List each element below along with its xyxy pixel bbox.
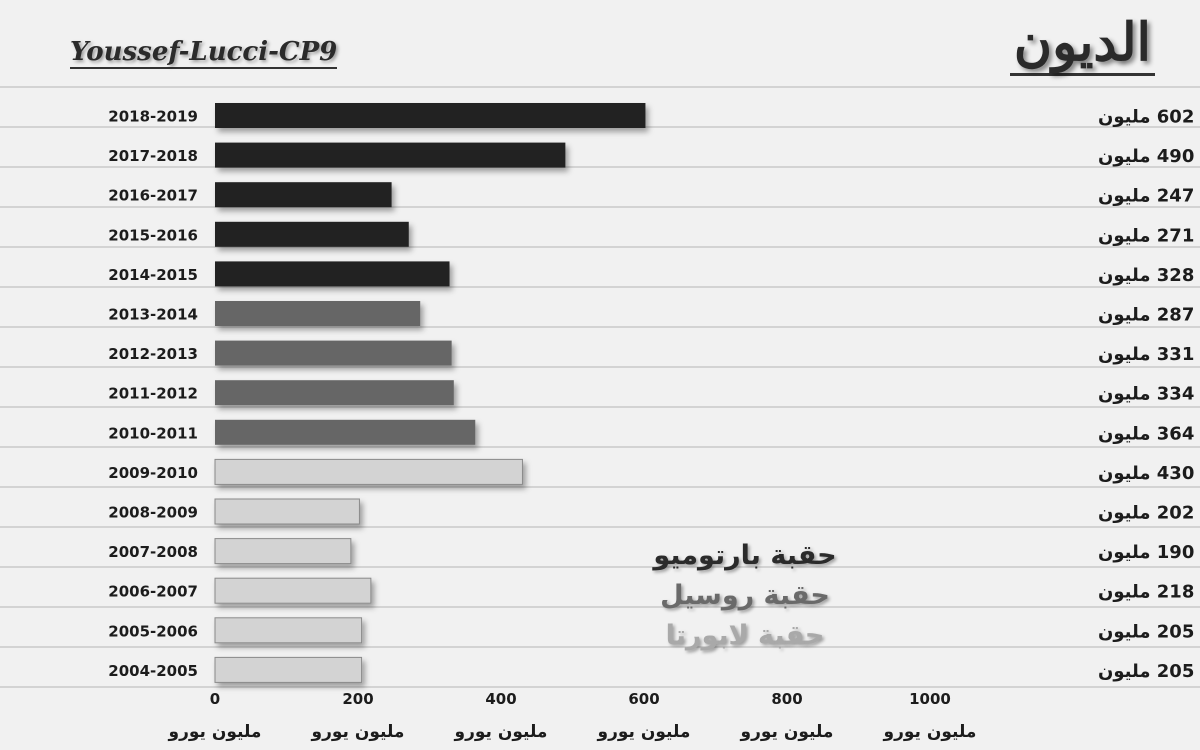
x-tick-unit-label: مليون يورو [597, 722, 691, 742]
x-tick-unit-label: مليون يورو [311, 722, 405, 742]
legend-era-rosell: حقبة روسيل [660, 580, 830, 611]
x-tick-unit-label: مليون يورو [740, 722, 834, 742]
bar-2006-2007 [214, 577, 372, 604]
category-label: 2005-2006 [108, 622, 198, 640]
bar-2007-2008 [214, 538, 352, 565]
legend-era-laporta: حقبة لابورتا [665, 620, 825, 651]
value-label: 364 مليون [1098, 423, 1194, 444]
era-legend: حقبة بارتوميو حقبة روسيل حقبة لابورتا [600, 536, 890, 656]
page-title: الديون [1009, 15, 1155, 76]
category-label: 2008-2009 [108, 504, 198, 522]
bar-2017-2018 [215, 142, 566, 168]
category-label: 2004-2005 [108, 662, 198, 680]
category-label: 2011-2012 [108, 385, 198, 403]
bar-2008-2009 [214, 498, 360, 525]
value-label: 602 مليون [1098, 107, 1194, 128]
bar-2011-2012 [215, 380, 454, 406]
legend-era-bartomeu: حقبة بارتوميو [653, 540, 837, 571]
author-signature: Youssef-Lucci-CP9 [70, 37, 338, 69]
value-label: 271 مليون [1098, 225, 1194, 246]
category-label: 2014-2015 [108, 266, 198, 284]
bar-2010-2011 [215, 419, 476, 445]
x-tick-unit-label: مليون يورو [883, 722, 977, 742]
category-label: 2012-2013 [108, 345, 198, 363]
bar-2014-2015 [215, 261, 450, 287]
category-label: 2009-2010 [108, 464, 198, 482]
value-label: 334 مليون [1098, 384, 1194, 405]
bar-2013-2014 [215, 301, 421, 326]
bar-2018-2019 [215, 103, 646, 128]
category-label: 2015-2016 [108, 226, 198, 244]
x-tick-label: 1000 [909, 690, 951, 708]
value-label: 218 مليون [1098, 582, 1194, 603]
value-label: 430 مليون [1098, 463, 1194, 484]
category-label: 2007-2008 [108, 543, 198, 561]
bar-2016-2017 [215, 182, 392, 208]
value-label: 328 مليون [1098, 265, 1194, 286]
category-label: 2013-2014 [108, 306, 198, 324]
x-tick-label: 0 [210, 690, 220, 708]
x-tick-label: 400 [485, 690, 516, 708]
bar-2015-2016 [215, 221, 409, 247]
value-label: 287 مليون [1098, 305, 1194, 326]
bar-2012-2013 [215, 340, 452, 366]
category-label: 2006-2007 [108, 583, 198, 601]
value-label: 205 مليون [1098, 661, 1194, 682]
bar-2004-2005 [214, 656, 363, 683]
category-label: 2016-2017 [108, 187, 198, 205]
value-label: 205 مليون [1098, 621, 1194, 642]
value-label: 490 مليون [1098, 146, 1194, 167]
value-label: 202 مليون [1098, 503, 1194, 524]
x-tick-unit-label: مليون يورو [454, 722, 548, 742]
bar-2009-2010 [214, 458, 523, 485]
x-tick-unit-label: مليون يورو [168, 722, 262, 742]
x-tick-label: 600 [628, 690, 659, 708]
category-label: 2017-2018 [108, 147, 198, 165]
bar-2005-2006 [214, 617, 363, 644]
x-tick-label: 200 [342, 690, 373, 708]
value-label: 247 مليون [1098, 186, 1194, 207]
category-label: 2010-2011 [108, 424, 198, 442]
value-label: 331 مليون [1098, 344, 1194, 365]
category-label: 2018-2019 [108, 108, 198, 126]
x-tick-label: 800 [771, 690, 802, 708]
value-label: 190 مليون [1098, 542, 1194, 563]
